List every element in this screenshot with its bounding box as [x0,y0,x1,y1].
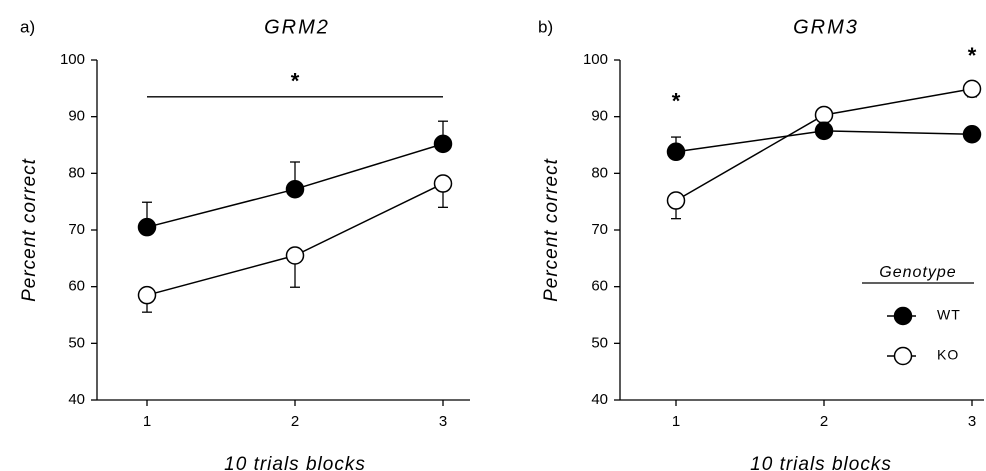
y-tick-label: 90 [591,108,608,125]
y-tick-label: 100 [583,51,608,68]
legend-label: KO [937,347,959,363]
significance-star: * [291,69,300,94]
legend: Genotype WT KO [862,264,974,366]
x-tick-label: 1 [672,413,680,430]
y-tick-label: 60 [68,278,85,295]
x-axis-title: 10 trials blocks [750,454,892,471]
x-axis-title: 10 trials blocks [224,454,366,471]
data-point [137,285,157,305]
legend-label: WT [937,307,961,323]
data-point [285,246,305,265]
y-tick-label: 80 [68,164,85,181]
panel-label: b) [538,17,553,36]
data-point [814,105,834,125]
legend-marker [893,346,913,366]
y-axis-title: Percent correct [541,158,562,302]
y-axis-title: Percent correct [19,158,40,302]
x-tick-label: 3 [968,413,976,430]
y-tick-label: 70 [591,221,608,238]
y-tick-label: 40 [591,391,608,408]
data-point [433,134,453,154]
series-ko [137,174,453,313]
panel-b: b) GRM3 40 50 60 70 80 90 100 1 2 3 Percent correct 1… [538,16,984,471]
series-ko [666,79,982,220]
data-point [666,191,686,210]
x-tick-label: 3 [439,413,447,430]
data-point [137,217,157,237]
x-tick-label: 2 [291,413,299,430]
legend-title: Genotype [879,264,956,281]
y-tick-label: 80 [591,164,608,181]
data-point [433,174,453,193]
chart-title: GRM3 [793,16,859,38]
panel-a: a) GRM2 40 50 60 70 80 90 100 1 2 3 Percent correct 1… [19,16,470,471]
panel-label: a) [20,17,35,36]
data-point [962,124,982,144]
legend-marker [893,306,913,326]
x-tick-label: 2 [820,413,828,430]
y-tick-label: 100 [60,51,85,68]
series-wt [666,121,982,162]
y-tick-label: 60 [591,278,608,295]
x-tick-label: 1 [143,413,151,430]
data-point [666,142,686,162]
y-tick-label: 70 [68,221,85,238]
chart-title: GRM2 [264,16,330,38]
significance-star: * [672,88,681,113]
y-tick-label: 90 [68,108,85,125]
data-point [962,79,982,99]
y-tick-label: 50 [591,334,608,351]
data-point [285,179,305,199]
series-wt [137,120,453,237]
legend-item-wt: WT [887,306,961,326]
y-tick-label: 40 [68,391,85,408]
y-tick-label: 50 [68,334,85,351]
significance-star: * [968,43,977,68]
legend-item-ko: KO [887,346,959,366]
series-line [675,88,973,202]
data-point [814,121,834,141]
